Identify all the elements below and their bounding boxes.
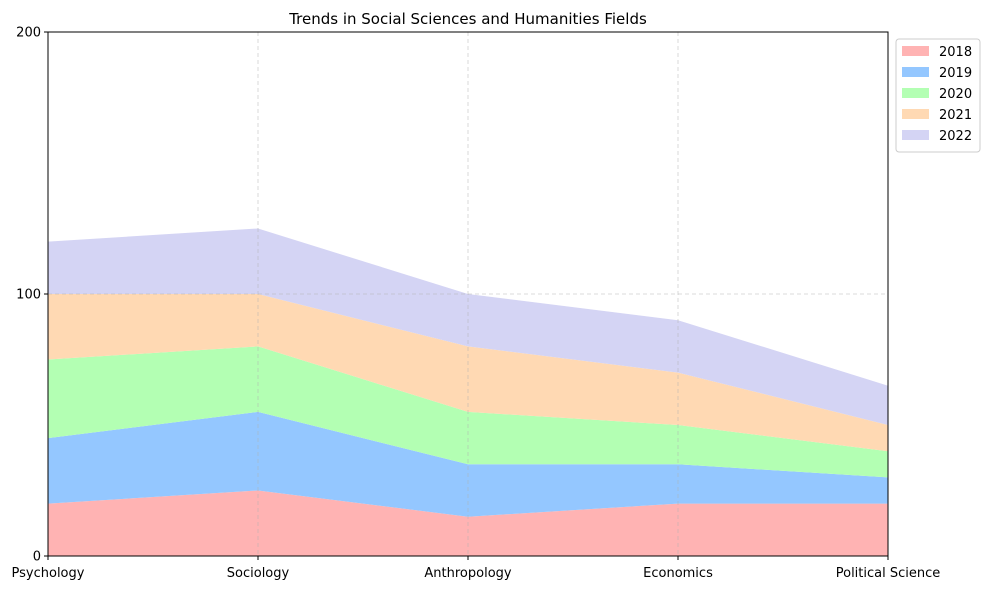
y-tick-label: 0: [33, 550, 41, 565]
x-tick-label: Psychology: [12, 566, 85, 581]
x-tick-labels: Psychology Sociology Anthropology Economics…: [12, 556, 941, 581]
y-tick-labels: 0 100 200: [16, 26, 48, 565]
legend-label: 2022: [939, 129, 972, 144]
x-tick-label: Sociology: [227, 566, 290, 581]
x-tick-label: Anthropology: [424, 566, 512, 581]
legend-swatch: [902, 88, 929, 98]
x-tick-label: Economics: [643, 566, 713, 581]
chart-title: Trends in Social Sciences and Humanities…: [288, 10, 647, 28]
y-tick-label: 200: [16, 26, 41, 41]
legend: 2018 2019 2020 2021 2022: [895, 38, 981, 153]
legend-swatch: [902, 67, 929, 77]
legend-swatch: [902, 109, 929, 119]
legend-label: 2019: [939, 66, 972, 81]
legend-swatch: [902, 46, 929, 56]
y-tick-label: 100: [16, 288, 41, 303]
legend-label: 2021: [939, 108, 972, 123]
legend-label: 2018: [939, 45, 972, 60]
legend-swatch: [902, 130, 929, 140]
legend-label: 2020: [939, 87, 972, 102]
x-tick-label: Political Science: [836, 566, 941, 581]
